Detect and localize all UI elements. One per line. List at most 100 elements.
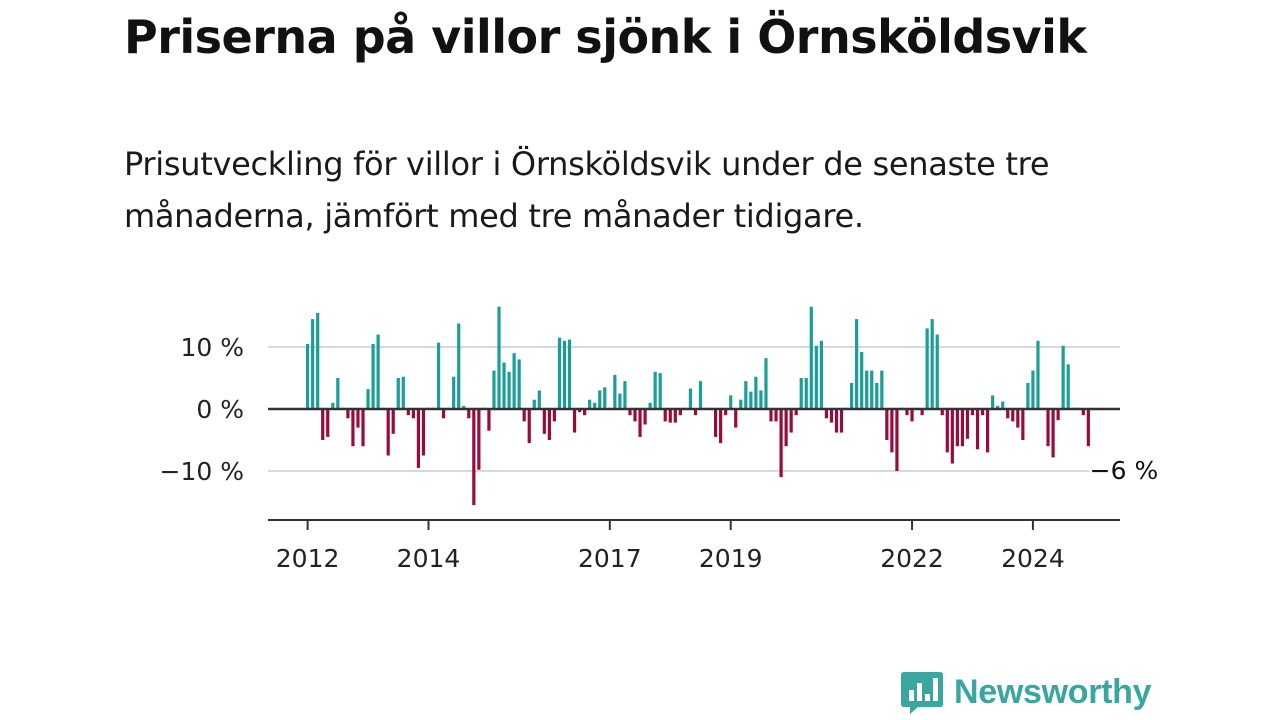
- bar: [774, 409, 778, 422]
- bar: [653, 371, 657, 409]
- bar: [955, 409, 959, 447]
- bar: [688, 388, 693, 409]
- bar: [527, 409, 531, 444]
- bar: [326, 409, 330, 437]
- bar: [839, 409, 844, 433]
- bar: [729, 395, 733, 409]
- bar: [658, 373, 662, 409]
- bar: [416, 409, 421, 468]
- bar: [950, 409, 954, 464]
- bar: [1081, 409, 1085, 416]
- bar: [562, 340, 567, 409]
- bar: [406, 409, 410, 416]
- bar: [905, 409, 909, 416]
- bar: [457, 323, 461, 409]
- bar: [467, 409, 471, 419]
- bar: [492, 370, 496, 409]
- bar: [532, 399, 536, 409]
- bar: [930, 319, 934, 409]
- bar: [371, 343, 375, 409]
- bar: [1016, 409, 1020, 428]
- bar: [557, 337, 562, 409]
- bar: [824, 409, 829, 419]
- bar: [311, 319, 315, 409]
- x-tick-label: 2014: [397, 544, 461, 573]
- bar: [316, 312, 320, 409]
- bar: [512, 353, 516, 409]
- bar: [588, 399, 592, 409]
- bar: [880, 370, 884, 409]
- bar: [321, 409, 325, 440]
- bar: [593, 402, 597, 409]
- bar: [759, 390, 763, 409]
- bar: [960, 409, 965, 447]
- bar: [1026, 382, 1030, 409]
- bar: [814, 345, 818, 409]
- brand-name: Newsworthy: [954, 672, 1152, 711]
- bar: [1021, 409, 1025, 440]
- bar: [799, 378, 803, 409]
- bar: [870, 370, 874, 409]
- bar: [351, 409, 355, 447]
- bar: [1066, 364, 1070, 409]
- bar: [567, 339, 572, 409]
- bar: [648, 402, 652, 409]
- bar: [487, 409, 491, 431]
- bar: [391, 409, 395, 434]
- bar: [724, 409, 728, 416]
- bar: [1001, 401, 1005, 409]
- bar: [996, 405, 1000, 409]
- bar: [537, 390, 541, 409]
- bar: [436, 342, 441, 409]
- bar: [744, 381, 748, 409]
- bar: [421, 409, 426, 456]
- bar: [865, 370, 869, 409]
- bar: [925, 328, 929, 409]
- bar: [719, 409, 723, 444]
- bar: [598, 390, 602, 409]
- bar: [819, 340, 823, 409]
- bar: [572, 409, 577, 433]
- bar: [1046, 409, 1050, 447]
- bar: [779, 409, 783, 478]
- bar: [1051, 409, 1055, 458]
- bar: [935, 334, 939, 409]
- bar: [386, 409, 390, 456]
- x-tick-label: 2012: [276, 544, 340, 573]
- bar: [583, 409, 587, 416]
- bar: [850, 382, 854, 409]
- x-tick-label: 2024: [1001, 544, 1065, 573]
- bar: [920, 409, 924, 416]
- bar: [754, 376, 758, 409]
- bar: [623, 381, 627, 409]
- y-tick-label: 0 %: [196, 395, 244, 424]
- bar: [986, 409, 990, 453]
- chart-title: Priserna på villor sjönk i Örnsköldsvik: [124, 10, 1087, 64]
- newsworthy-chart-bubble-icon: [901, 672, 943, 714]
- bar: [1006, 409, 1010, 419]
- bar: [804, 378, 808, 409]
- bar: [789, 409, 793, 433]
- bar: [678, 409, 682, 416]
- bar: [673, 409, 677, 423]
- bar: [396, 378, 400, 409]
- bar: [885, 409, 889, 440]
- bar: [794, 409, 798, 416]
- bar: [638, 409, 642, 437]
- bar: [890, 409, 894, 453]
- bar: [834, 409, 839, 433]
- bar: [1056, 409, 1060, 421]
- bar: [376, 334, 380, 409]
- bar: [477, 409, 481, 470]
- bar: [1011, 409, 1015, 422]
- bar: [578, 409, 582, 413]
- bar: [497, 306, 501, 409]
- bar: [945, 409, 949, 453]
- bar-chart: 10 % 0 % −10 % 2012 2014 2017 2019 2022 2024 −6 %: [159, 306, 1159, 573]
- bar: [542, 409, 546, 434]
- bar: [663, 409, 667, 422]
- bar: [860, 351, 864, 409]
- bar: [472, 409, 476, 506]
- bar: [366, 389, 370, 409]
- bars: [306, 306, 1090, 506]
